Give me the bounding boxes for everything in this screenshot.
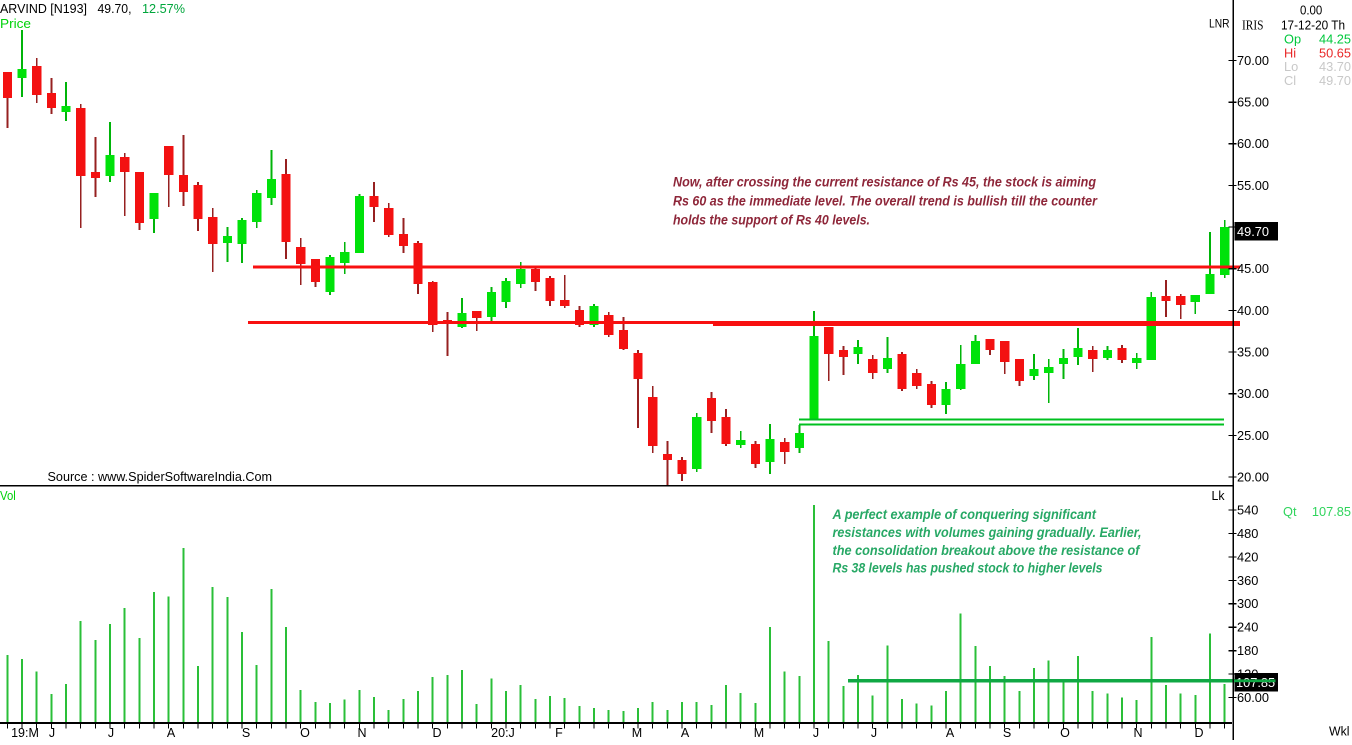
svg-text:65.00: 65.00 [1237,95,1269,110]
svg-text:Price: Price [0,16,31,31]
svg-text:A: A [167,726,176,740]
svg-text:60.00: 60.00 [1237,136,1269,151]
svg-text:Hi: Hi [1284,45,1296,60]
svg-text:LNR: LNR [1209,17,1230,31]
svg-text:J: J [108,726,114,740]
svg-text:J: J [871,726,877,740]
svg-text:40.00: 40.00 [1237,303,1269,318]
svg-text:43.70: 43.70 [1319,59,1351,74]
svg-text:30.00: 30.00 [1237,386,1269,401]
svg-text:Rs 60 as the immediate level.: Rs 60 as the immediate level. The overal… [673,193,1098,208]
svg-text:M: M [754,726,764,740]
svg-text:44.25: 44.25 [1319,32,1351,47]
svg-text:resistances with volumes gaini: resistances with volumes gaining gradual… [833,525,1142,540]
svg-text:17-12-20 Th: 17-12-20 Th [1281,18,1345,33]
svg-text:the consolidation breakout abo: the consolidation breakout above the res… [833,543,1141,558]
svg-text:Cl: Cl [1284,73,1296,88]
svg-text:35.00: 35.00 [1237,344,1269,359]
svg-text:0.00: 0.00 [1300,3,1322,18]
svg-text:D: D [432,726,441,740]
svg-text:Lk: Lk [1212,488,1226,503]
svg-text:12.57%: 12.57% [142,1,185,16]
svg-text:A: A [681,726,690,740]
svg-text:420: 420 [1237,549,1258,564]
svg-text:70.00: 70.00 [1237,53,1269,68]
svg-text:49.70,: 49.70, [98,1,132,16]
svg-text:360: 360 [1237,573,1258,588]
svg-text:49.70: 49.70 [1237,224,1269,239]
svg-text:J: J [49,726,55,740]
svg-text:A perfect example of conquerin: A perfect example of conquering signific… [832,507,1097,522]
svg-text:25.00: 25.00 [1237,428,1269,443]
svg-text:D: D [1194,726,1203,740]
svg-text:480: 480 [1237,526,1258,541]
svg-text:F: F [555,726,563,740]
svg-text:Rs 38 levels has pushed stock: Rs 38 levels has pushed stock to higher … [833,561,1103,576]
svg-text:180: 180 [1237,643,1258,658]
svg-text:60.00: 60.00 [1237,690,1269,705]
svg-text:Op: Op [1284,32,1301,47]
svg-text:20.00: 20.00 [1237,469,1269,484]
svg-text:O: O [300,726,310,740]
svg-text:S: S [242,726,250,740]
svg-text:IRIS: IRIS [1242,19,1264,34]
svg-text:300: 300 [1237,596,1258,611]
svg-text:Now, after crossing the curren: Now, after crossing the current resistan… [673,175,1096,190]
svg-text:107.85: 107.85 [1236,675,1275,690]
svg-text:107.85: 107.85 [1312,504,1351,519]
svg-text:N: N [357,726,366,740]
svg-text:holds the support of Rs 40 lev: holds the support of Rs 40 levels. [673,212,870,227]
svg-text:Vol: Vol [0,488,16,503]
svg-text:19:M: 19:M [11,726,39,740]
svg-text:Lo: Lo [1284,59,1298,74]
svg-text:55.00: 55.00 [1237,178,1269,193]
svg-text:A: A [946,726,955,740]
svg-text:20:J: 20:J [491,726,515,740]
svg-text:M: M [632,726,642,740]
svg-text:49.70: 49.70 [1319,73,1351,88]
svg-text:S: S [1003,726,1011,740]
svg-text:Source : www.SpiderSoftwareInd: Source : www.SpiderSoftwareIndia.Com [48,469,273,484]
svg-text:50.65: 50.65 [1319,45,1351,60]
svg-text:J: J [813,726,819,740]
svg-text:O: O [1060,726,1070,740]
svg-text:Qt: Qt [1283,504,1297,519]
svg-text:240: 240 [1237,620,1258,635]
svg-text:N: N [1133,726,1142,740]
svg-text:ARVIND [N193]: ARVIND [N193] [0,1,87,16]
svg-text:540: 540 [1237,503,1258,518]
svg-text:Wkl: Wkl [1329,724,1350,739]
svg-text:45.00: 45.00 [1237,261,1269,276]
